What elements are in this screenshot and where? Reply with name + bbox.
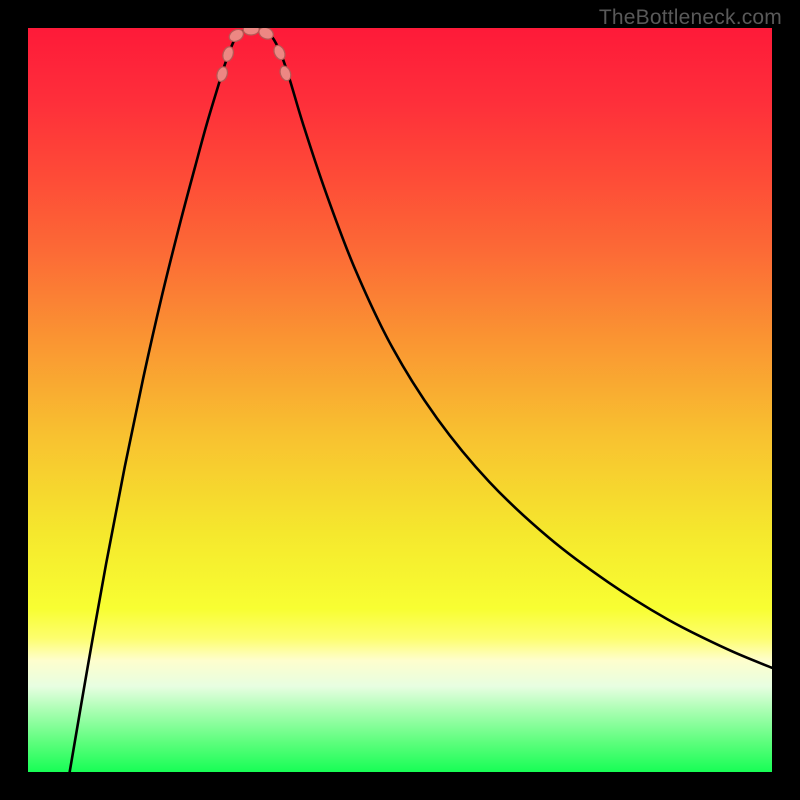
chart-container: TheBottleneck.com	[0, 0, 800, 800]
plot-area	[28, 28, 772, 772]
chart-svg	[28, 28, 772, 772]
watermark-text: TheBottleneck.com	[599, 6, 782, 30]
